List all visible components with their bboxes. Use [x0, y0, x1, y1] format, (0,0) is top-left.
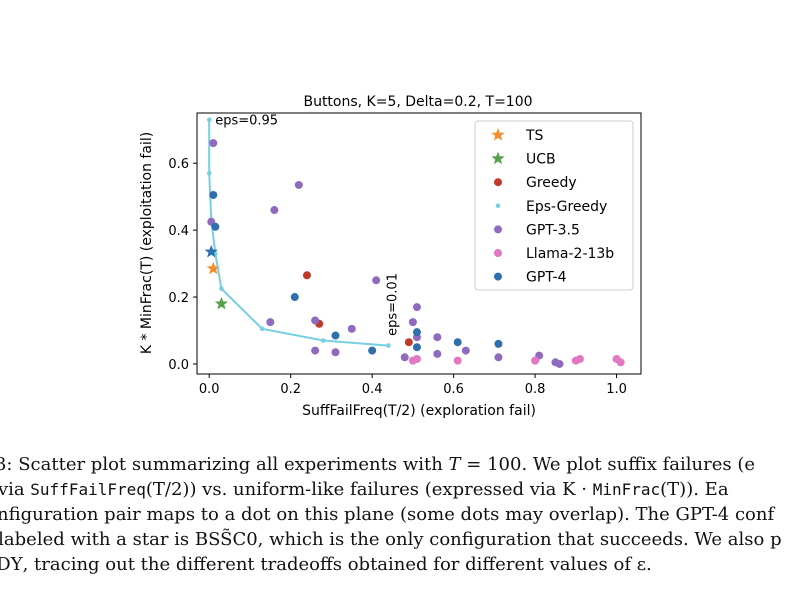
series-line-eps-greedy [208, 119, 389, 347]
legend-marker-ucb [491, 151, 505, 165]
point-gpt-4 [412, 328, 421, 337]
x-tick-label: 0.8 [525, 382, 546, 397]
annotation-label: eps=0.95 [215, 114, 278, 129]
point-gpt-4 [211, 222, 220, 231]
point-gpt-3-5 [266, 318, 275, 327]
y-tick-label: 0.2 [168, 291, 189, 306]
point-gpt-3-5 [494, 353, 503, 362]
figure-caption: re 3: Scatter plot summarizing all exper… [0, 452, 800, 577]
caption-line-1: re 3: Scatter plot summarizing all exper… [0, 454, 756, 475]
point-eps-greedy [320, 338, 326, 343]
scatter-figure: Buttons, K=5, Delta=0.2, T=100 0.0 0.2 0.4… [139, 94, 642, 419]
caption-line-3: /configuration pair maps to a dot on thi… [0, 504, 775, 525]
point-gpt-4 [368, 346, 377, 355]
point-greedy [404, 338, 413, 347]
point-llama-2-13b [453, 356, 462, 365]
legend-label-eps-greedy: Eps-Greedy [526, 199, 607, 215]
point-gpt-3-5 [347, 324, 356, 333]
y-tick-label: 0.0 [168, 358, 189, 373]
point-gpt-4 [290, 293, 299, 302]
x-tick-label: 0.4 [362, 382, 383, 397]
point-eps-greedy [386, 343, 391, 348]
legend-label-gpt-3-5: GPT-3.5 [526, 222, 580, 238]
plot-frame [196, 112, 642, 375]
point-gpt-4 [412, 343, 421, 352]
legend: TS UCB Greedy Eps-Greedy GPT-3.5 Llama-2-13b G… [474, 120, 634, 291]
point-gpt-4 [209, 190, 218, 199]
y-tick-label: 0.6 [168, 157, 189, 172]
chart-title: Buttons, K=5, Delta=0.2, T=100 [303, 94, 532, 110]
point-gpt-3-5 [311, 316, 320, 325]
point-eps-greedy [219, 286, 224, 291]
point-eps-greedy [206, 170, 212, 176]
point-llama-2-13b [412, 354, 421, 363]
point-gpt-3-5 [555, 359, 564, 368]
point-gpt-3-5 [433, 349, 442, 358]
point-greedy [302, 271, 311, 280]
point-eps-greedy [206, 117, 212, 122]
legend-label-ts: TS [525, 128, 544, 144]
caption-line-5: EEDY, tracing out the different tradeoff… [0, 554, 652, 575]
point-ts [206, 261, 220, 275]
x-axis-label: SuffFailFreq(T/2) (exploration fail) [302, 403, 536, 419]
point-eps-greedy [259, 326, 265, 332]
point-gpt-4 [331, 331, 340, 340]
point-gpt-3-5 [270, 206, 279, 215]
point-gpt-3-5 [294, 180, 303, 189]
point-gpt-3-5 [408, 318, 417, 327]
point-gpt-3-5 [400, 353, 409, 362]
legend-marker-ts [491, 128, 505, 141]
legend-marker-gpt-4 [494, 272, 502, 281]
point-ucb [214, 296, 229, 310]
point-gpt-3-5 [311, 346, 320, 355]
y-tick-label: 0.4 [168, 224, 189, 239]
annotation-label: eps=0.01 [386, 273, 401, 336]
x-tick-label: 0.0 [199, 382, 220, 397]
point-gpt-4 [494, 339, 503, 348]
caption-line-4: on labeled with a star is BSS̃C0, which … [0, 529, 782, 550]
x-tick-label: 0.6 [443, 382, 464, 397]
legend-label-gpt-4: GPT-4 [526, 270, 567, 286]
point-gpt-3-5 [461, 346, 470, 355]
point-gpt-3-5 [331, 348, 340, 357]
point-gpt-4-star [204, 244, 218, 258]
y-axis-label: K * MinFrac(T) (exploitation fail) [139, 132, 155, 354]
point-gpt-3-5 [209, 139, 218, 148]
legend-box [474, 120, 634, 291]
point-gpt-3-5 [412, 303, 421, 312]
point-gpt-3-5 [372, 276, 381, 285]
legend-marker-llama-2-13b [494, 249, 502, 257]
point-gpt-4 [453, 338, 462, 347]
legend-marker-gpt-3-5 [494, 225, 502, 234]
legend-label-greedy: Greedy [526, 175, 577, 191]
caption-line-2: ed via SuffFailFreq(T/2)) vs. uniform-li… [0, 479, 729, 500]
point-llama-2-13b [616, 358, 625, 367]
legend-marker-greedy [494, 178, 502, 187]
x-tick-label: 1.0 [606, 382, 627, 397]
legend-label-llama-2-13b: Llama-2-13b [526, 246, 614, 262]
point-llama-2-13b [575, 354, 584, 363]
legend-marker-eps-greedy [495, 203, 501, 209]
point-llama-2-13b [531, 356, 540, 365]
point-gpt-3-5 [433, 333, 442, 342]
legend-label-ucb: UCB [526, 152, 556, 168]
x-tick-label: 0.2 [280, 382, 301, 397]
